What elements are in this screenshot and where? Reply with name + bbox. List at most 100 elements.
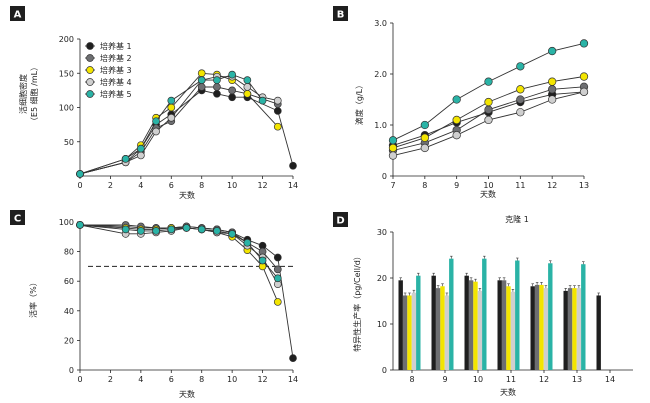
panel-c-x-tick-label: 0 xyxy=(77,375,82,384)
panel-b-series-3-point xyxy=(420,133,429,142)
panel-d-bar xyxy=(576,288,582,370)
panel-a-series-4-point xyxy=(273,96,282,105)
panel-d-x-tick-label: 9 xyxy=(442,375,447,384)
panel-d-bar xyxy=(567,288,573,370)
panel-d-bar xyxy=(398,280,403,370)
panel-c-series-4-line xyxy=(79,224,279,285)
panel-c-series-5-point xyxy=(243,238,252,247)
panel-label-a-text: A xyxy=(14,10,22,21)
panel-a-series-4-point xyxy=(152,127,160,136)
panel-c-x-tick-label: 10 xyxy=(227,375,237,384)
panel-a-series-5-point xyxy=(258,96,267,105)
panel-d-chart: 克隆 1 特异性生产率（pg/Cell/d） 天数 0 10 20 30 8 9 10 11 1… xyxy=(352,214,633,397)
panel-a-series-4-point xyxy=(167,113,176,122)
panel-d-bar xyxy=(501,280,507,370)
panel-a-y-tick-label: 100 xyxy=(59,104,74,113)
panel-a-y-tick-label: 50 xyxy=(64,138,74,147)
panel-c-x-tick-label: 6 xyxy=(169,375,174,384)
panel-a-series-4-point xyxy=(243,83,252,91)
panel-c-chart: 活率（%） 天数 0 2 4 6 8 10 12 14 0 20 40 60 80 100 xyxy=(28,218,298,399)
panel-d-bar xyxy=(497,280,502,370)
panel-a-series-5-point xyxy=(228,70,236,79)
panel-a-series-3-point xyxy=(273,122,282,131)
panel-a-series-2-point xyxy=(228,86,236,95)
legend-marker xyxy=(86,42,94,50)
panel-c-series-5-point xyxy=(273,274,282,283)
panel-b-series-3-point xyxy=(548,77,557,86)
panel-d-bar xyxy=(444,295,450,370)
panel-b-series-2-point xyxy=(548,85,557,94)
panel-c-ylabel: 活率（%） xyxy=(28,278,38,318)
panel-d-bar xyxy=(473,281,478,370)
panel-a-series-5-line xyxy=(79,74,263,175)
panel-b-series-5-point xyxy=(420,120,429,130)
panel-b-series-3-point xyxy=(452,115,461,125)
legend-label: 培养基 1 xyxy=(100,41,132,51)
panel-label-b: B xyxy=(333,6,348,21)
panel-b-y-tick-label: 0 xyxy=(382,172,387,181)
panel-a-y-tick-label: 200 xyxy=(59,35,74,44)
panel-a-x-tick-label: 12 xyxy=(257,181,267,190)
panel-d-bar xyxy=(581,264,586,370)
panel-c-x-tick-label: 2 xyxy=(108,375,113,384)
panel-d-bar xyxy=(534,284,540,370)
panel-d-bar xyxy=(440,286,445,370)
panel-b-xlabel: 天数 xyxy=(480,189,496,199)
panel-label-d-text: D xyxy=(336,216,344,227)
panel-b-x-tick-label: 11 xyxy=(515,181,525,190)
panel-d-title: 克隆 1 xyxy=(505,214,529,224)
panel-label-d-box xyxy=(333,212,348,227)
legend-marker xyxy=(86,90,94,98)
panel-b-series-3-point xyxy=(516,85,525,94)
legend-label: 培养基 5 xyxy=(100,89,132,99)
panel-a-series-5-point xyxy=(197,76,206,84)
panel-c-series-1-point xyxy=(289,354,297,363)
panel-a-y-tick-label: 150 xyxy=(59,69,74,78)
panel-d-bar xyxy=(539,284,544,370)
legend-marker xyxy=(86,78,94,86)
panel-b-series-5-point xyxy=(516,62,525,71)
panel-a-ylabel-line-2: （E5 细胞 /mL） xyxy=(29,63,39,125)
panel-d-bar xyxy=(477,290,483,370)
panel-d-y-tick-label: 30 xyxy=(377,228,387,237)
panel-label-d: D xyxy=(333,212,348,227)
panel-a-series-5-point xyxy=(137,144,145,153)
panel-c-series-5-point xyxy=(152,227,160,235)
panel-d-bar xyxy=(563,290,568,370)
panel-c-series-5-point xyxy=(121,225,130,234)
legend-marker xyxy=(86,54,94,62)
panel-b-x-tick-label: 8 xyxy=(422,181,427,190)
panel-d-bar xyxy=(506,286,511,370)
panel-c-x-tick-label: 12 xyxy=(257,375,267,384)
panel-a-series-2-point xyxy=(213,83,221,91)
panel-d-bar xyxy=(515,260,520,370)
panel-d-bar xyxy=(548,263,553,370)
panel-d-y-tick-label: 20 xyxy=(377,274,387,283)
panel-d-bar xyxy=(572,288,577,370)
panel-d-y-tick-label: 0 xyxy=(382,366,387,375)
panel-c-x-tick-label: 4 xyxy=(138,375,143,384)
panel-c-y-tick-label: 40 xyxy=(64,307,74,316)
panel-b-series-4-point xyxy=(420,143,429,153)
panel-c-series-5-point xyxy=(76,221,84,229)
panel-d-x-tick-label: 8 xyxy=(409,375,414,384)
panel-a-series-2-point xyxy=(197,83,206,91)
panel-c-y-tick-label: 20 xyxy=(64,336,74,345)
panel-a-xlabel: 天数 xyxy=(179,190,195,200)
panel-a-x-tick-label: 4 xyxy=(138,181,143,190)
panel-d-bar xyxy=(543,288,549,370)
panel-c-series-5-point xyxy=(167,225,176,234)
panel-b-series-4-point xyxy=(548,95,557,104)
legend-label: 培养基 2 xyxy=(100,53,132,63)
panel-d-bar xyxy=(464,275,469,370)
panel-d-y-tick-label: 10 xyxy=(377,320,387,329)
panel-b-x-tick-label: 12 xyxy=(547,181,557,190)
panel-a-series-3-point xyxy=(243,89,252,98)
panel-b-series-4-point xyxy=(388,151,398,160)
panel-d-x-tick-label: 13 xyxy=(572,375,582,384)
panel-c-series-1-point xyxy=(273,253,282,262)
panel-label-b-box xyxy=(333,6,348,21)
panel-a-chart: 活细胞密度 （E5 细胞 /mL） 天数 0 2 4 6 8 10 12 14 50 100 150… xyxy=(18,35,298,200)
panel-label-c-box xyxy=(10,210,25,225)
